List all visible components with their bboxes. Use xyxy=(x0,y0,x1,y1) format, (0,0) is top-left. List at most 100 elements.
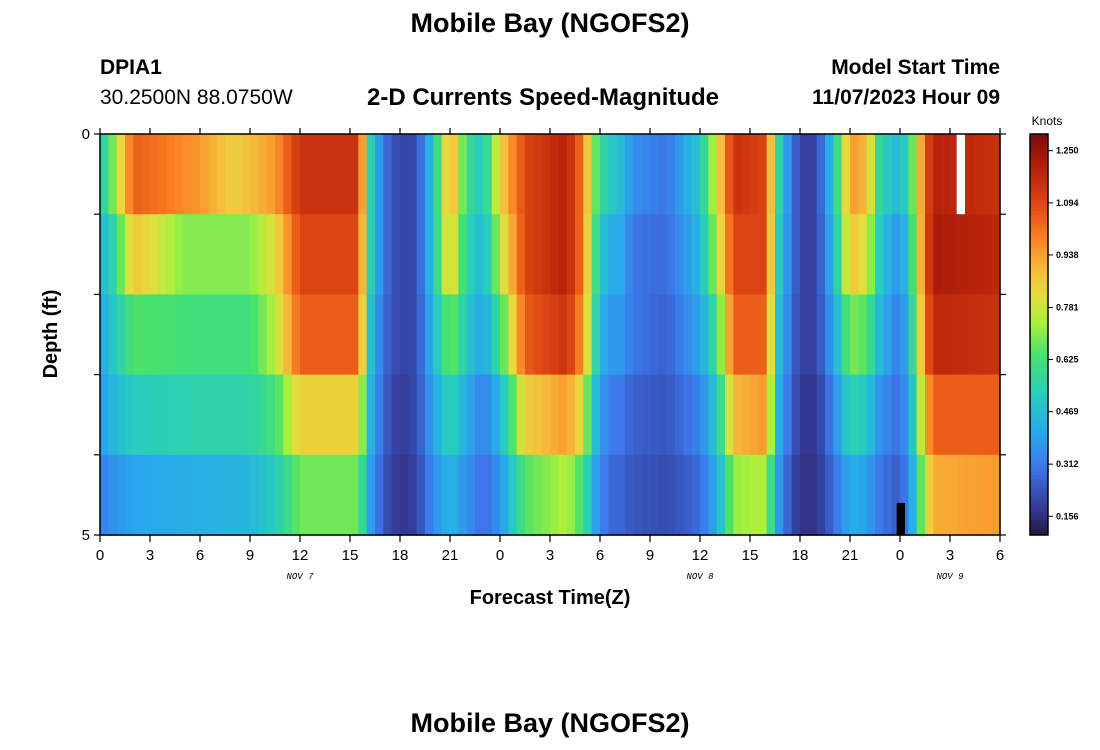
heatmap-cell xyxy=(775,134,784,215)
colorbar-segment xyxy=(1030,391,1048,396)
y-tick-label: 0 xyxy=(82,126,90,143)
chart-title: 2-D Currents Speed-Magnitude xyxy=(367,84,720,111)
heatmap-cell xyxy=(875,294,884,376)
heatmap-cell xyxy=(675,454,684,536)
heatmap-cell xyxy=(333,374,343,456)
model-start-label: Model Start Time xyxy=(831,56,1000,79)
heatmap-cell xyxy=(558,374,568,456)
heatmap-cell xyxy=(841,134,851,215)
heatmap-cell xyxy=(383,374,393,456)
heatmap-cell xyxy=(508,134,518,215)
heatmap-cell xyxy=(491,214,501,295)
colorbar-segment xyxy=(1030,508,1048,513)
heatmap-cell xyxy=(800,294,809,376)
heatmap-cell xyxy=(858,214,868,295)
colorbar-segment xyxy=(1030,237,1048,242)
heatmap-cell xyxy=(341,374,351,456)
colorbar-segment xyxy=(1030,454,1048,459)
heatmap-cell xyxy=(600,294,609,376)
heatmap-cell xyxy=(275,454,284,536)
heatmap-cell xyxy=(150,214,159,295)
heatmap-cell xyxy=(600,454,609,536)
heatmap-cell xyxy=(800,454,809,536)
heatmap-cell xyxy=(633,454,643,536)
heatmap-cell xyxy=(283,294,293,376)
heatmap-cell xyxy=(183,374,193,456)
heatmap-cell xyxy=(591,214,601,295)
heatmap-cell xyxy=(716,454,726,536)
x-tick-label: 3 xyxy=(146,547,154,564)
missing-data-cell xyxy=(956,134,965,215)
heatmap-cell xyxy=(533,374,543,456)
heatmap-cell xyxy=(150,134,159,215)
heatmap-cell xyxy=(375,374,384,456)
heatmap-cell xyxy=(291,214,301,295)
heatmap-cell xyxy=(516,374,526,456)
heatmap-cell xyxy=(208,454,218,536)
heatmap-cell xyxy=(741,294,751,376)
colorbar-segment xyxy=(1030,167,1048,172)
colorbar-segment xyxy=(1030,321,1048,325)
heatmap-cell xyxy=(391,454,401,536)
heatmap-cell xyxy=(591,134,601,215)
heatmap-cell xyxy=(841,374,851,456)
heatmap-cell xyxy=(458,134,468,215)
heatmap-cell xyxy=(733,294,743,376)
heatmap-cell xyxy=(808,134,818,215)
heatmap-cell xyxy=(816,214,826,295)
heatmap-cell xyxy=(916,374,926,456)
heatmap-cell xyxy=(508,374,518,456)
heatmap-cell xyxy=(683,134,693,215)
heatmap-cell xyxy=(400,134,409,215)
heatmap-cell xyxy=(200,214,209,295)
heatmap-cell xyxy=(733,214,743,295)
heatmap-cell xyxy=(458,294,468,376)
heatmap-cell xyxy=(558,454,568,536)
missing-data-cell xyxy=(896,502,905,535)
heatmap-cell xyxy=(816,374,826,456)
heatmap-cell xyxy=(625,294,634,376)
heatmap-cell xyxy=(758,374,768,456)
colorbar-segment xyxy=(1030,438,1048,442)
heatmap-cell xyxy=(366,454,376,536)
heatmap-cell xyxy=(641,294,651,376)
colorbar-segment xyxy=(1030,481,1048,486)
heatmap-cell xyxy=(433,134,443,215)
heatmap-cell xyxy=(400,374,409,456)
heatmap-cell xyxy=(925,454,934,536)
heatmap-cell xyxy=(758,134,768,215)
heatmap-cell xyxy=(683,454,693,536)
heatmap-cell xyxy=(216,454,226,536)
heatmap-cell xyxy=(691,214,701,295)
heatmap-cell xyxy=(941,374,951,456)
colorbar-segment xyxy=(1030,468,1048,473)
heatmap-cell xyxy=(908,134,918,215)
colorbar-tick-label: 1.250 xyxy=(1056,146,1079,156)
heatmap-cell xyxy=(966,294,976,376)
heatmap-cell xyxy=(991,214,1001,295)
heatmap-cell xyxy=(591,294,601,376)
heatmap-cell xyxy=(666,134,676,215)
heatmap-cell xyxy=(691,294,701,376)
heatmap-cell xyxy=(291,134,301,215)
heatmap-cell xyxy=(550,134,559,215)
page-title-repeat: Mobile Bay (NGOFS2) xyxy=(410,708,690,738)
colorbar-tick-label: 1.094 xyxy=(1056,198,1079,208)
heatmap-cell xyxy=(350,374,359,456)
heatmap-cell xyxy=(150,374,159,456)
colorbar-segment xyxy=(1030,234,1048,239)
heatmap-cell xyxy=(400,294,409,376)
heatmap-cell xyxy=(616,454,626,536)
colorbar-segment xyxy=(1030,227,1048,232)
heatmap-cell xyxy=(200,454,209,536)
heatmap-cell xyxy=(250,454,259,536)
heatmap-cell xyxy=(341,214,351,295)
heatmap-cell xyxy=(675,214,684,295)
heatmap-cell xyxy=(358,294,368,376)
colorbar-segment xyxy=(1030,217,1048,222)
x-tick-label: 15 xyxy=(742,547,759,564)
x-axis-label: Forecast Time(Z) xyxy=(470,587,631,609)
heatmap-cell xyxy=(166,214,176,295)
colorbar-segment xyxy=(1030,451,1048,456)
heatmap-cell xyxy=(125,454,134,536)
